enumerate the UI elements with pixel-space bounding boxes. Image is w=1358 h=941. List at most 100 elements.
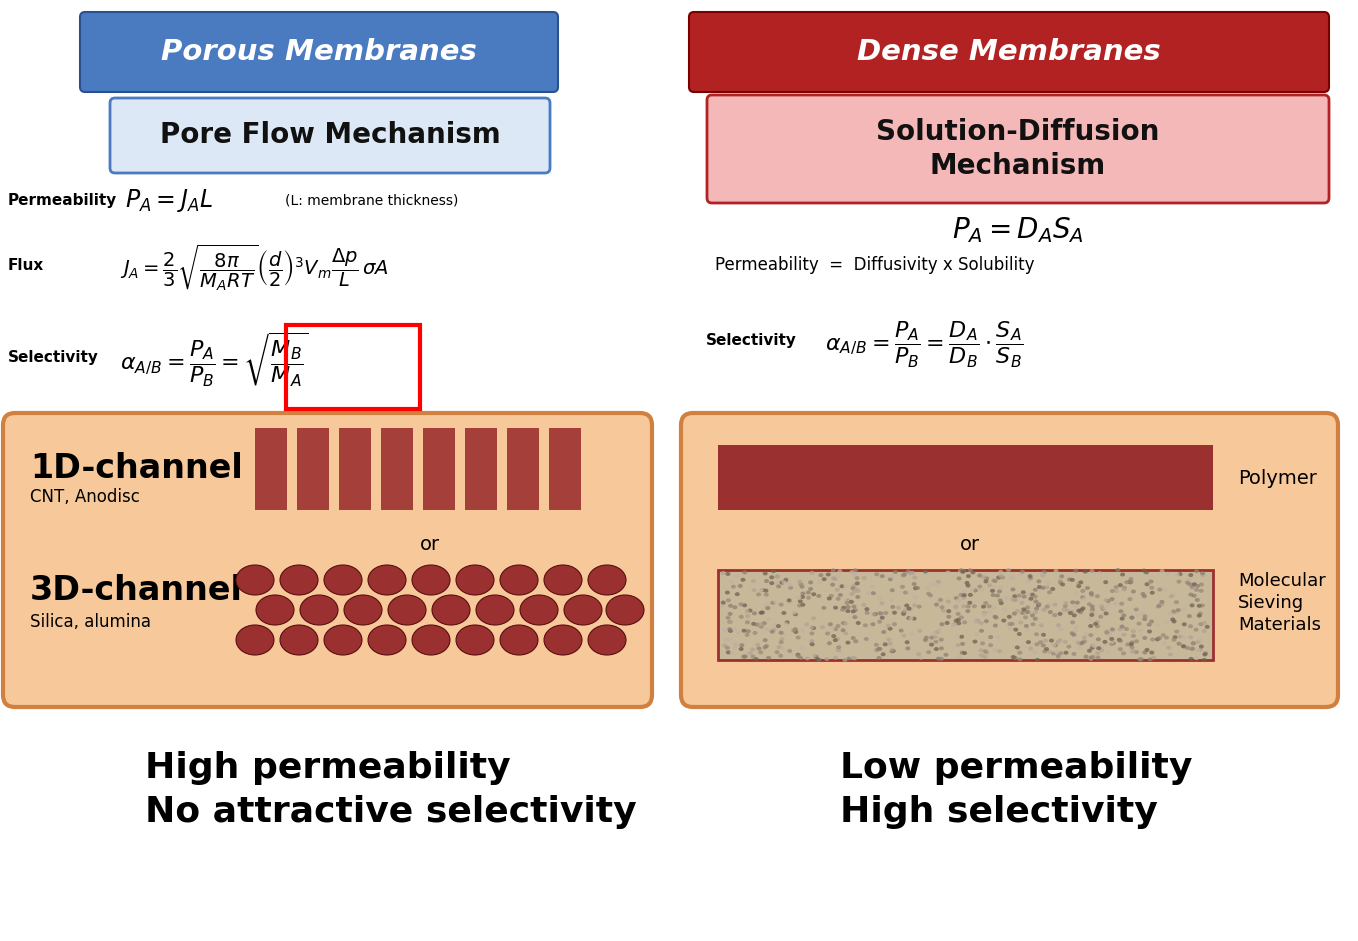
Ellipse shape	[1089, 656, 1093, 660]
Ellipse shape	[1128, 580, 1134, 584]
Text: (L: membrane thickness): (L: membrane thickness)	[285, 193, 459, 207]
Ellipse shape	[236, 625, 274, 655]
Ellipse shape	[1013, 628, 1018, 631]
Ellipse shape	[763, 571, 767, 576]
Ellipse shape	[1198, 622, 1203, 626]
Ellipse shape	[1040, 586, 1046, 590]
Ellipse shape	[1008, 622, 1013, 626]
Ellipse shape	[788, 586, 793, 590]
Ellipse shape	[1038, 640, 1043, 645]
Ellipse shape	[896, 606, 900, 610]
Ellipse shape	[933, 640, 938, 644]
Ellipse shape	[938, 598, 942, 601]
Ellipse shape	[1138, 658, 1143, 662]
Ellipse shape	[1073, 629, 1078, 633]
Ellipse shape	[1138, 629, 1142, 632]
Text: Polymer: Polymer	[1238, 469, 1317, 487]
Ellipse shape	[849, 570, 854, 574]
Ellipse shape	[1012, 612, 1017, 615]
Ellipse shape	[545, 565, 583, 595]
Ellipse shape	[985, 577, 989, 581]
Ellipse shape	[325, 565, 363, 595]
Ellipse shape	[1025, 610, 1031, 614]
Ellipse shape	[759, 611, 763, 614]
Ellipse shape	[877, 647, 883, 651]
Ellipse shape	[876, 646, 881, 651]
Ellipse shape	[1070, 620, 1076, 625]
Ellipse shape	[1036, 603, 1040, 607]
Ellipse shape	[968, 593, 972, 597]
Ellipse shape	[728, 637, 732, 641]
Ellipse shape	[545, 625, 583, 655]
Ellipse shape	[411, 565, 449, 595]
Ellipse shape	[1085, 586, 1090, 590]
Ellipse shape	[913, 603, 917, 608]
Ellipse shape	[1088, 624, 1093, 628]
Ellipse shape	[1145, 582, 1149, 586]
Ellipse shape	[982, 611, 987, 614]
Ellipse shape	[849, 592, 854, 596]
Ellipse shape	[1177, 634, 1183, 639]
Ellipse shape	[993, 648, 997, 652]
Text: $J_A = \dfrac{2}{3}\sqrt{\dfrac{8\pi}{M_A RT}}\left(\dfrac{d}{2}\right)^3 V_m \d: $J_A = \dfrac{2}{3}\sqrt{\dfrac{8\pi}{M_…	[120, 243, 388, 294]
Ellipse shape	[725, 646, 729, 649]
Ellipse shape	[1169, 595, 1173, 598]
Text: $P_A = D_A S_A$: $P_A = D_A S_A$	[952, 215, 1084, 245]
Ellipse shape	[778, 640, 784, 645]
Ellipse shape	[1142, 636, 1148, 640]
Ellipse shape	[930, 582, 936, 586]
Ellipse shape	[926, 650, 932, 654]
Ellipse shape	[997, 649, 1002, 653]
Ellipse shape	[1103, 640, 1107, 644]
Ellipse shape	[1025, 605, 1031, 610]
Ellipse shape	[1145, 647, 1149, 652]
Ellipse shape	[830, 582, 835, 586]
Ellipse shape	[743, 570, 747, 574]
Ellipse shape	[1058, 638, 1062, 642]
Ellipse shape	[1042, 570, 1047, 574]
Ellipse shape	[1141, 592, 1146, 596]
Bar	[340, 428, 371, 510]
Ellipse shape	[966, 583, 971, 587]
FancyBboxPatch shape	[3, 413, 652, 707]
Ellipse shape	[735, 574, 739, 578]
Ellipse shape	[739, 614, 744, 619]
Ellipse shape	[1043, 639, 1048, 643]
Ellipse shape	[923, 571, 928, 575]
Ellipse shape	[838, 569, 842, 573]
Ellipse shape	[819, 573, 823, 577]
Ellipse shape	[1044, 606, 1050, 610]
Ellipse shape	[812, 653, 818, 658]
Ellipse shape	[727, 651, 731, 655]
Ellipse shape	[1131, 634, 1135, 638]
Ellipse shape	[411, 625, 449, 655]
Ellipse shape	[1069, 610, 1074, 614]
Ellipse shape	[782, 632, 786, 636]
Ellipse shape	[938, 638, 944, 642]
Ellipse shape	[995, 576, 1001, 580]
Ellipse shape	[934, 630, 940, 634]
Ellipse shape	[936, 580, 941, 583]
Ellipse shape	[944, 653, 948, 657]
Bar	[718, 445, 1213, 510]
Text: Dense Membranes: Dense Membranes	[857, 38, 1161, 66]
Ellipse shape	[756, 646, 762, 650]
Ellipse shape	[835, 624, 841, 628]
Ellipse shape	[751, 579, 756, 583]
Ellipse shape	[1017, 632, 1021, 636]
Ellipse shape	[1050, 587, 1055, 591]
Ellipse shape	[1020, 611, 1025, 614]
Ellipse shape	[796, 654, 801, 658]
Ellipse shape	[1052, 614, 1058, 617]
Ellipse shape	[998, 574, 1004, 578]
Ellipse shape	[972, 619, 978, 624]
Ellipse shape	[1046, 581, 1050, 584]
Ellipse shape	[1199, 645, 1205, 648]
Ellipse shape	[1042, 608, 1047, 612]
Ellipse shape	[1199, 582, 1205, 586]
Ellipse shape	[763, 638, 767, 642]
Ellipse shape	[755, 623, 759, 627]
Ellipse shape	[956, 621, 961, 625]
Ellipse shape	[1168, 652, 1173, 657]
Ellipse shape	[1093, 654, 1099, 658]
